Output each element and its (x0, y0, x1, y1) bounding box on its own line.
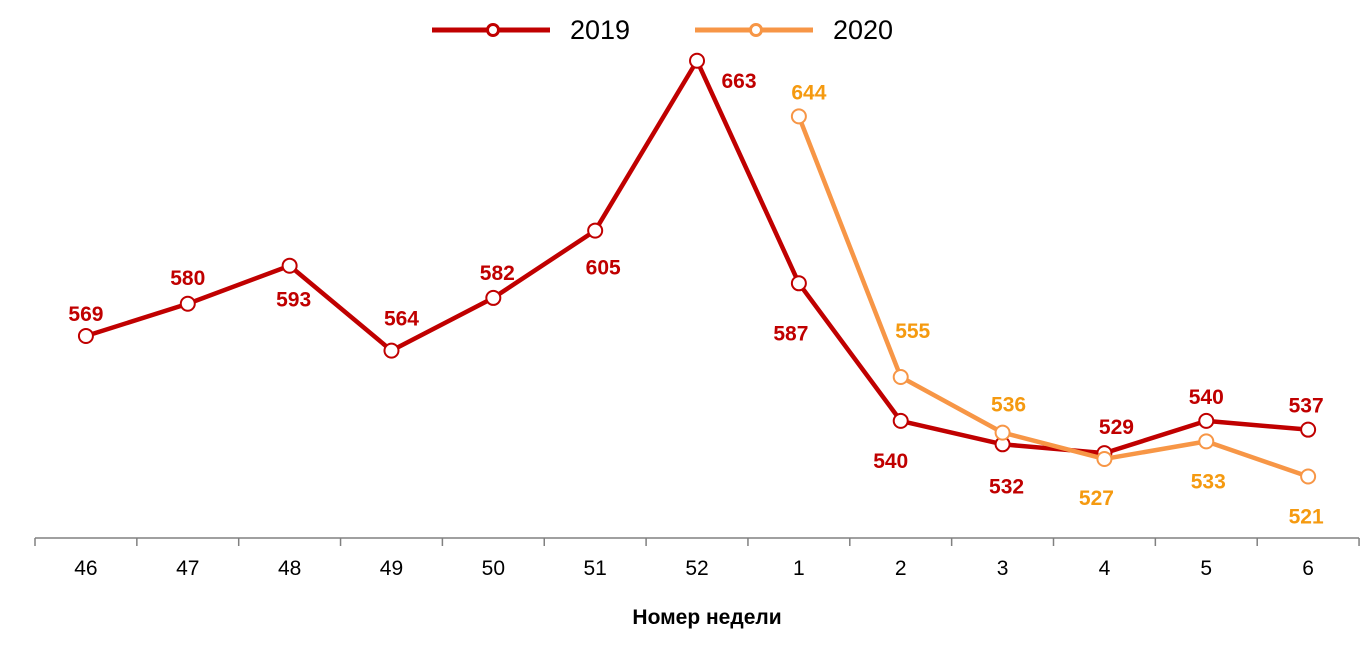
data-label-2019: 663 (722, 70, 757, 93)
data-point-2020 (1198, 433, 1215, 450)
legend-label-2020: 2020 (833, 15, 893, 45)
data-label-2019: 587 (773, 322, 808, 345)
legend-label-2019: 2019 (570, 15, 630, 45)
x-tick-label: 6 (1302, 557, 1314, 580)
data-point-2020 (790, 108, 807, 125)
data-point-2019 (485, 289, 502, 306)
data-label-2019: 529 (1099, 416, 1134, 439)
data-label-2019: 537 (1289, 395, 1324, 418)
data-point-2019 (383, 342, 400, 359)
x-tick-label: 50 (482, 557, 505, 580)
x-tick-label: 2 (895, 557, 907, 580)
series-line-2020 (796, 115, 1309, 479)
data-point-2019 (77, 327, 94, 344)
series-line-2019 (85, 58, 1309, 456)
data-point-2019 (587, 222, 604, 239)
data-label-2019: 580 (170, 267, 205, 290)
x-tick-label: 52 (685, 557, 708, 580)
data-label-2019: 540 (1189, 386, 1224, 409)
data-point-2019 (1198, 412, 1215, 429)
data-label-2020: 533 (1191, 470, 1226, 493)
data-point-2019 (179, 295, 196, 312)
x-tick-label: 48 (278, 557, 301, 580)
data-point-2019 (1300, 421, 1317, 438)
x-tick-label: 47 (176, 557, 199, 580)
data-point-2019 (689, 52, 706, 69)
legend-marker-2019 (486, 23, 500, 37)
data-point-2019 (790, 275, 807, 292)
data-point-2019 (281, 257, 298, 274)
data-label-2020: 521 (1289, 506, 1324, 529)
legend-marker-2020 (749, 23, 763, 37)
x-tick-label: 5 (1200, 557, 1212, 580)
x-tick-label: 1 (793, 557, 805, 580)
data-point-2020 (1096, 450, 1113, 467)
x-tick-label: 49 (380, 557, 403, 580)
x-axis-title: Номер недели (632, 606, 781, 629)
x-tick-label: 4 (1099, 557, 1111, 580)
data-label-2019: 605 (586, 257, 621, 280)
x-tick-label: 46 (74, 557, 97, 580)
data-point-2020 (994, 424, 1011, 441)
x-tick-label: 51 (583, 557, 606, 580)
data-label-2019: 540 (873, 450, 908, 473)
x-tick-label: 3 (997, 557, 1009, 580)
data-label-2020: 536 (991, 394, 1026, 417)
data-label-2019: 564 (384, 308, 419, 331)
data-point-2020 (1300, 468, 1317, 485)
data-label-2019: 593 (276, 289, 311, 312)
data-label-2020: 527 (1079, 487, 1114, 510)
data-label-2019: 569 (68, 303, 103, 326)
data-label-2019: 582 (480, 262, 515, 285)
data-label-2020: 555 (895, 320, 930, 343)
data-label-2020: 644 (791, 81, 826, 104)
data-point-2020 (892, 368, 909, 385)
data-label-2019: 532 (989, 475, 1024, 498)
data-point-2019 (892, 412, 909, 429)
